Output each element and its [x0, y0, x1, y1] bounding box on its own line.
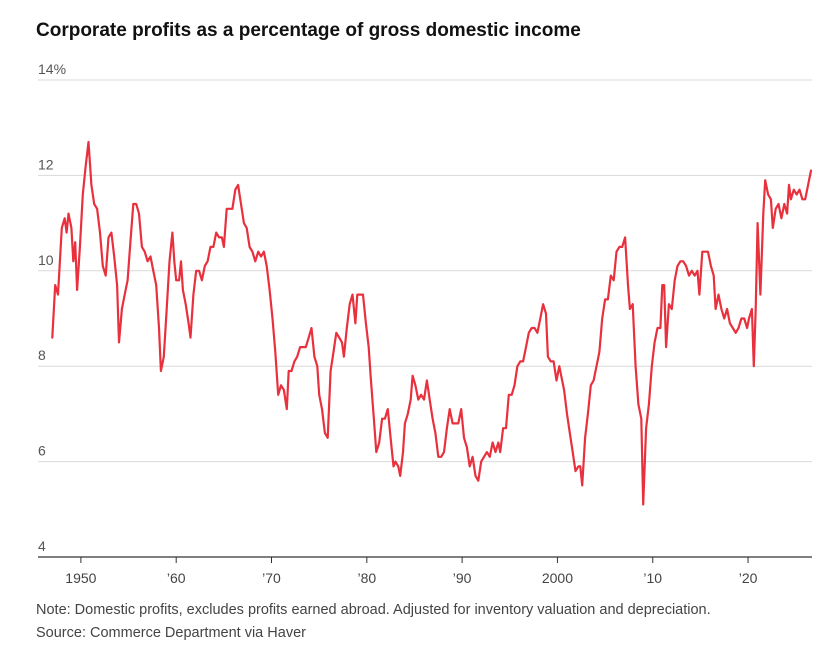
x-tick-label: ’70 — [262, 570, 281, 586]
x-tick-label: 1950 — [65, 570, 96, 586]
x-tick-label: ’90 — [453, 570, 472, 586]
y-tick-label: 4 — [38, 538, 46, 554]
x-tick-label: 2000 — [542, 570, 573, 586]
x-axis-ticks: 1950 ’60 ’70 ’80 ’90 2000 ’10 ’20 — [65, 557, 758, 586]
y-tick-label: 10 — [38, 252, 54, 268]
series-layer — [51, 140, 813, 506]
chart-plot: 14% 12 10 8 6 4 1950 ’60 ’70 ’80 ’90 2000 ’10 ’20 — [38, 61, 813, 586]
chart-title: Corporate profits as a percentage of gro… — [36, 20, 581, 41]
y-tick-label: 6 — [38, 443, 46, 459]
series-line — [51, 140, 813, 506]
y-axis-tick-labels: 14% 12 10 8 6 4 — [38, 61, 66, 554]
y-tick-label: 8 — [38, 347, 46, 363]
y-tick-label: 12 — [38, 156, 54, 172]
y-tick-label: 14% — [38, 61, 66, 77]
x-tick-label: ’10 — [643, 570, 662, 586]
x-tick-label: ’60 — [167, 570, 186, 586]
grid-lines — [38, 79, 812, 558]
x-tick-label: ’80 — [357, 570, 376, 586]
chart-source: Source: Commerce Department via Haver — [36, 625, 306, 641]
x-tick-label: ’20 — [739, 570, 758, 586]
chart-note: Note: Domestic profits, excludes profits… — [36, 602, 711, 618]
